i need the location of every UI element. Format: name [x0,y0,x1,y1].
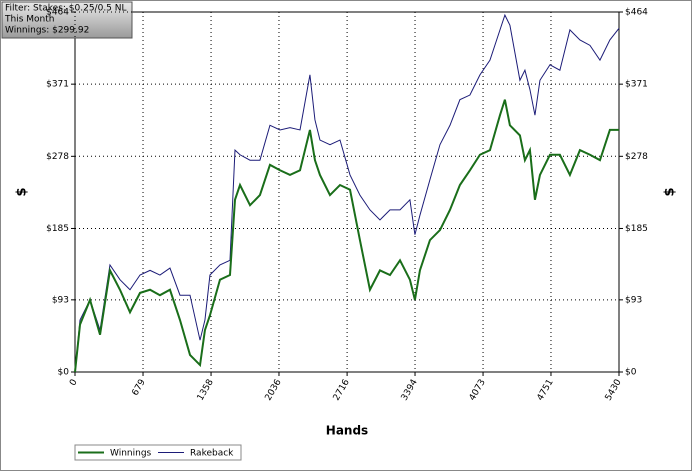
legend-label: Rakeback [190,449,234,459]
x-axis-label: Hands [326,424,368,438]
y-tick-label: $0 [58,368,70,378]
filter-text: Filter: Stakes: $0.25/0.5 NL [5,4,127,14]
legend-label: Winnings [110,449,152,459]
y-tick-label: $185 [46,224,69,234]
filter-text: This Month [4,15,54,25]
y-tick-label: $371 [46,80,69,90]
filter-text: Winnings: $299.92 [5,26,89,36]
y2-tick-label: $278 [625,152,648,162]
line-series [74,99,619,373]
y-tick-label: $278 [46,152,69,162]
filter-box [1,1,133,39]
y2-tick-label: $185 [625,224,648,234]
y-tick-label: $93 [52,295,69,305]
y-tick-label: $464 [46,8,69,18]
y2-tick-label: $0 [625,368,637,378]
y2-tick-label: $464 [625,8,648,18]
line-series [74,13,620,373]
y2-tick-label: $93 [625,295,642,305]
y-axis-label: $ [15,187,30,196]
y2-tick-label: $371 [625,80,648,90]
y2-axis-label: $ [663,187,678,196]
x-tick-label: 0 [68,378,80,388]
